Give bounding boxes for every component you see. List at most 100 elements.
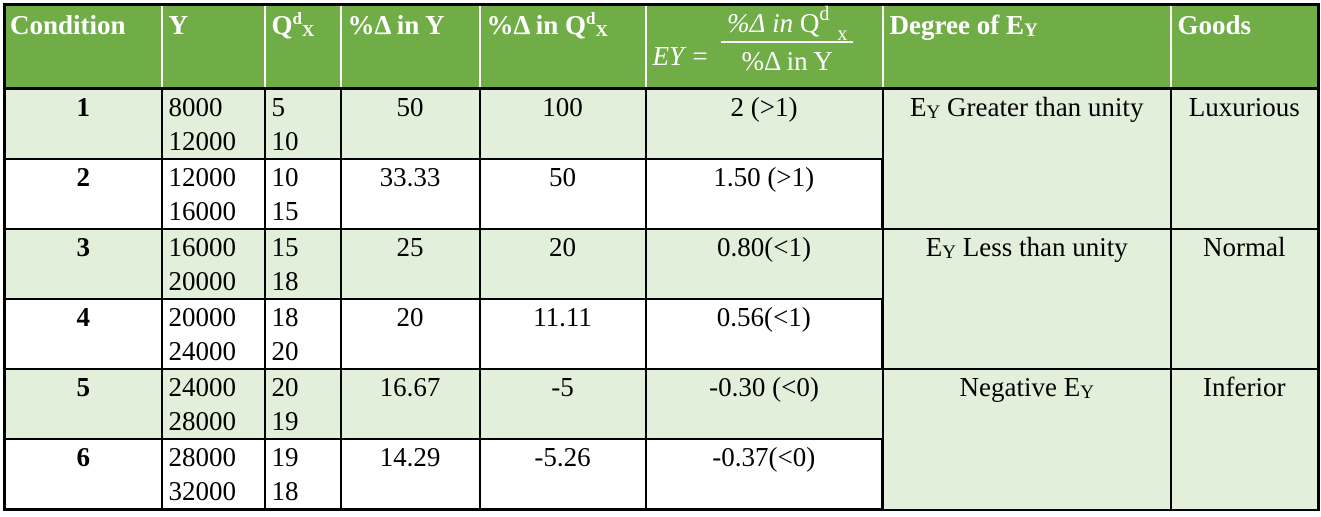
income-to: 32000 [168,476,237,506]
cell-pct-income: 33.33 [339,158,481,230]
header-pct-q-sub: X [595,21,608,40]
table-row: 4 20000 24000 18 20 20 11.11 0.56(<1) [3,298,1319,370]
income-from: 20000 [168,302,237,332]
cell-elasticity: -0.37(<0) [644,438,884,511]
cell-pct-quantity: -5.26 [478,438,647,511]
table-row: 6 28000 32000 19 18 14.29 -5.26 -0.37(<0) [3,438,1319,511]
cell-income: 20000 24000 [160,298,266,370]
cell-condition: 5 [3,368,163,440]
header-pct-q-sup: d [585,9,596,28]
income-from: 12000 [168,162,237,192]
header-degree: Degree of EY [881,3,1172,90]
cell-income: 12000 16000 [160,158,266,230]
header-goods-label: Goods [1177,10,1252,40]
quantity-from: 15 [271,232,299,262]
income-to: 28000 [168,406,237,436]
cell-pct-income: 25 [339,228,481,300]
header-q-sup: d [292,9,302,28]
cell-elasticity: 0.80(<1) [644,228,884,300]
cell-condition: 2 [3,158,163,230]
income-to: 20000 [168,266,237,296]
header-condition-label: Condition [10,10,126,40]
degree-prefix: E [910,92,927,122]
table-row: 3 16000 20000 15 18 25 20 0.80(<1) EY Less… [3,228,1320,370]
cell-pct-quantity: 100 [478,87,647,160]
cell-pct-quantity: -5 [478,368,647,440]
formula-denominator: %Δ in Y [741,46,833,76]
degree-sub: Y [1080,382,1094,403]
cell-goods-group-2: Normal [1169,228,1320,370]
income-from: 16000 [168,232,237,262]
degree-prefix: E [925,232,943,262]
income-to: 12000 [168,126,237,156]
income-elasticity-table-container: Condition Y QdX %Δ in Y %Δ in QdX EY = %… [3,3,1320,511]
cell-degree-group-1: EY Greater than unity [881,87,1172,230]
formula-num-q: Q [799,8,820,38]
income-from: 28000 [168,442,237,472]
cell-pct-income: 50 [339,87,481,160]
formula-num-sup: d [819,3,830,25]
cell-pct-quantity: 11.11 [478,298,647,370]
cell-quantity: 20 19 [263,368,342,440]
header-condition: Condition [3,3,163,90]
table-row: 1 8000 12000 5 10 50 100 2 (>1) EY Greater… [3,87,1320,230]
formula-num-delta: %Δ [726,8,766,38]
income-to: 24000 [168,336,237,366]
header-pct-q-label: %Δ in Q [486,10,586,40]
cell-pct-quantity: 50 [478,158,647,230]
cell-goods-group-3: Inferior [1169,368,1320,511]
cell-condition: 4 [3,298,163,370]
degree-prefix: Negative E [959,372,1081,402]
cell-condition: 6 [3,438,163,511]
header-pct-change-quantity: %Δ in QdX [478,3,647,90]
degree-sub: Y [926,102,941,123]
cell-income: 16000 20000 [160,228,266,300]
cell-pct-quantity: 20 [478,228,647,300]
formula-numerator: %Δ in Qdx [720,4,854,45]
cell-elasticity: 1.50 (>1) [644,158,884,230]
income-from: 24000 [168,372,237,402]
quantity-from: 10 [271,162,299,192]
income-elasticity-table: Condition Y QdX %Δ in Y %Δ in QdX EY = %… [3,3,1320,511]
header-q-base: Q [271,10,293,40]
quantity-to: 20 [271,336,299,366]
cell-quantity: 5 10 [263,87,342,160]
cell-elasticity: 0.56(<1) [644,298,884,370]
header-q-sub: X [301,21,315,40]
cell-pct-income: 14.29 [339,438,481,511]
quantity-to: 18 [271,266,299,296]
header-quantity-demanded: QdX [263,3,342,90]
formula-num-sub: x [837,23,848,45]
cell-income: 8000 12000 [160,87,266,160]
cell-income: 28000 32000 [160,438,266,511]
quantity-from: 19 [271,442,299,472]
cell-income: 24000 28000 [160,368,266,440]
income-to: 16000 [168,196,237,226]
elasticity-formula: EY = %Δ in Qdx %Δ in Y [653,2,876,82]
quantity-to: 18 [271,476,299,506]
cell-elasticity: -0.30 (<0) [644,368,884,440]
header-degree-label: Degree of E [889,10,1024,40]
cell-goods-group-1: Luxurious [1169,87,1320,230]
header-goods: Goods [1169,3,1320,90]
cell-condition: 1 [3,87,163,160]
table-row: 5 24000 28000 20 19 16.67 -5 -0.30 (<0) Ne… [3,368,1320,511]
quantity-to: 10 [271,126,299,156]
header-degree-sub: Y [1023,20,1038,41]
formula-lhs: EY = [652,40,709,71]
cell-quantity: 18 20 [263,298,342,370]
cell-quantity: 19 18 [263,438,342,511]
quantity-to: 19 [271,406,299,436]
cell-quantity: 10 15 [263,158,342,230]
cell-condition: 3 [3,228,163,300]
formula-num-in: in [772,8,794,38]
quantity-from: 5 [271,92,286,122]
quantity-from: 18 [271,302,299,332]
cell-quantity: 15 18 [263,228,342,300]
cell-pct-income: 20 [339,298,481,370]
degree-suffix: Less than unity [956,232,1128,262]
income-from: 8000 [168,92,223,122]
header-pct-y-label: %Δ in Y [347,10,445,40]
header-elasticity-formula: EY = %Δ in Qdx %Δ in Y [644,2,884,90]
degree-sub: Y [942,242,956,263]
